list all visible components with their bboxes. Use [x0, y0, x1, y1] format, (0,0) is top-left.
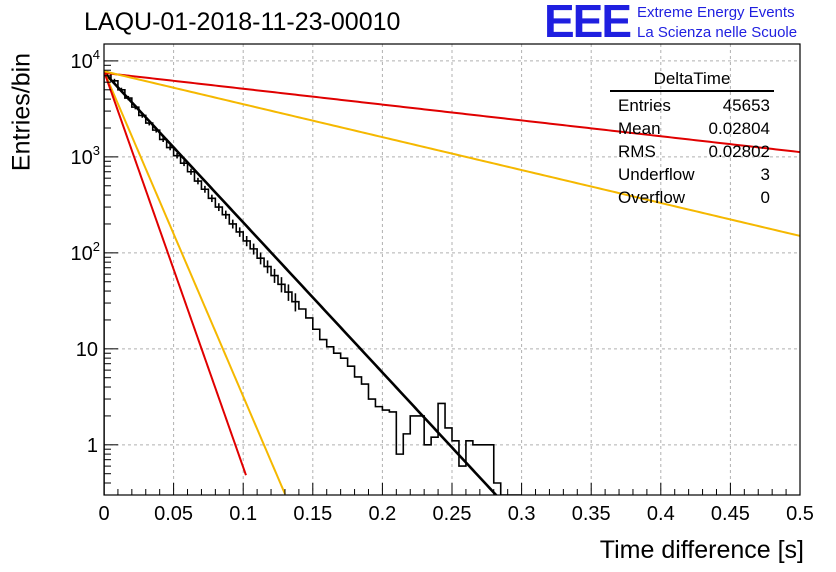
- logo-line-2: La Scienza nelle Scuole: [637, 24, 798, 41]
- stats-row-mean: Mean 0.02804: [610, 117, 774, 140]
- x-axis-label: Time difference [s]: [599, 536, 804, 564]
- stats-label: Overflow: [618, 188, 686, 207]
- x-tick-label: 0.45: [711, 503, 750, 525]
- x-tick-label: 0.25: [433, 503, 472, 525]
- y-tick-label: 10: [76, 339, 98, 361]
- stats-title: DeltaTime: [610, 68, 774, 92]
- stats-value: 0: [760, 188, 770, 207]
- fit-curve-yellow-shallow: [104, 70, 800, 237]
- stats-value: 45653: [722, 96, 770, 115]
- stats-label: Underflow: [618, 165, 695, 184]
- y-tick-label: 1: [87, 435, 98, 457]
- fit-curve-yellow-steep: [104, 70, 286, 495]
- y-tick-label: 103: [71, 143, 100, 169]
- fit-curve-red-steep: [104, 70, 247, 476]
- stats-row-underflow: Underflow 3: [610, 163, 774, 186]
- y-axis-label: Entries/bin: [7, 52, 36, 172]
- histogram-bars: [104, 72, 522, 495]
- x-tick-label: 0: [98, 503, 109, 525]
- y-tick-label: 104: [71, 47, 100, 73]
- stats-row-overflow: Overflow 0: [610, 186, 774, 209]
- x-tick-label: 0.5: [786, 503, 814, 525]
- x-tick-label: 0.2: [368, 503, 396, 525]
- y-tick-label: 102: [71, 239, 100, 265]
- stats-label: Mean: [618, 119, 661, 138]
- x-tick-label: 0.1: [229, 503, 257, 525]
- stats-value: 0.02802: [708, 142, 770, 161]
- stats-label: RMS: [618, 142, 656, 161]
- x-tick-label: 0.05: [154, 503, 193, 525]
- stats-label: Entries: [618, 96, 671, 115]
- fit-curve-red-shallow: [104, 71, 800, 154]
- x-tick-label: 0.4: [647, 503, 675, 525]
- fit-curve-histogram-fit: [104, 71, 498, 495]
- stats-row-entries: Entries 45653: [610, 94, 774, 117]
- stats-box: DeltaTime Entries 45653 Mean 0.02804 RMS…: [610, 68, 774, 209]
- x-tick-label: 0.15: [293, 503, 332, 525]
- stats-value: 0.02804: [708, 119, 770, 138]
- stats-row-rms: RMS 0.02802: [610, 140, 774, 163]
- page-title: LAQU-01-2018-11-23-00010: [84, 8, 401, 36]
- x-tick-label: 0.35: [572, 503, 611, 525]
- stats-value: 3: [760, 165, 770, 184]
- eee-logo: EEE: [544, 0, 632, 47]
- x-tick-label: 0.3: [508, 503, 536, 525]
- logo-line-1: Extreme Energy Events: [637, 4, 795, 21]
